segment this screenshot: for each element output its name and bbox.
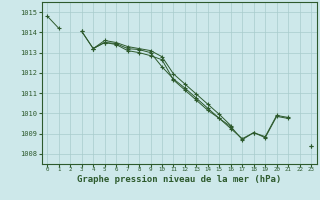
- X-axis label: Graphe pression niveau de la mer (hPa): Graphe pression niveau de la mer (hPa): [77, 175, 281, 184]
